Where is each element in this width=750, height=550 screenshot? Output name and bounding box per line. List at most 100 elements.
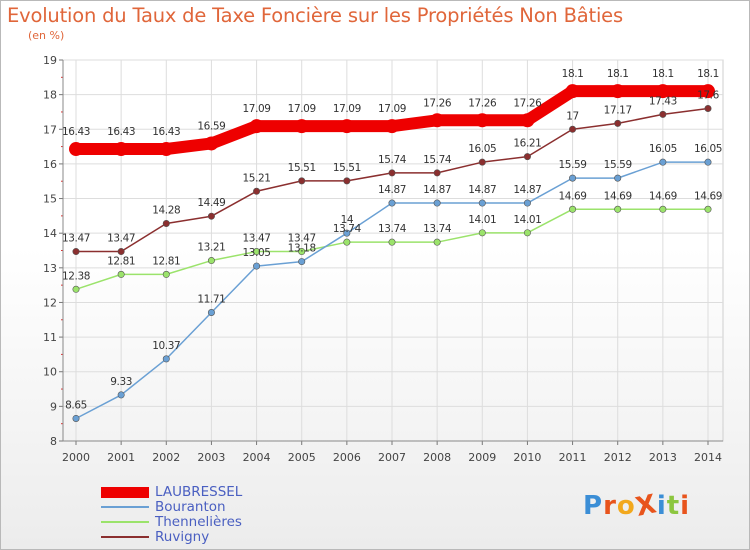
x-tick-label: 2001 <box>107 451 135 464</box>
data-point <box>704 205 712 213</box>
data-label: 14.28 <box>152 204 180 216</box>
data-point <box>117 270 125 278</box>
x-tick-label: 2003 <box>197 451 225 464</box>
data-point <box>614 205 622 213</box>
x-tick-label: 2009 <box>468 451 496 464</box>
data-point <box>339 119 354 134</box>
data-point <box>253 262 261 270</box>
data-point <box>298 248 306 256</box>
proxiti-logo: ProXiti <box>583 489 691 523</box>
data-label: 15.59 <box>604 159 632 171</box>
data-label: 18.1 <box>652 68 674 80</box>
x-tick-label: 2013 <box>649 451 677 464</box>
x-tick-label: 2011 <box>559 451 587 464</box>
data-label: 9.33 <box>110 376 132 388</box>
data-label: 14.87 <box>468 184 496 196</box>
data-point <box>569 205 577 213</box>
data-point <box>294 119 309 134</box>
data-point <box>249 119 264 134</box>
data-label: 13.47 <box>288 233 316 245</box>
x-tick-label: 2012 <box>604 451 632 464</box>
data-label: 16.05 <box>694 143 722 155</box>
data-label: 17.17 <box>604 104 632 116</box>
x-tick-label: 2007 <box>378 451 406 464</box>
logo-letter: i <box>680 491 691 521</box>
data-label: 15.74 <box>378 154 407 166</box>
data-point <box>614 119 622 127</box>
data-point <box>207 308 215 316</box>
data-label: 13.47 <box>62 233 90 245</box>
x-tick-label: 2010 <box>513 451 541 464</box>
data-label: 16.43 <box>62 126 90 138</box>
data-label: 11.71 <box>197 293 225 305</box>
data-label: 17.09 <box>243 103 271 115</box>
data-label: 13.47 <box>107 233 135 245</box>
data-point <box>388 199 396 207</box>
logo-letter: o <box>616 491 636 521</box>
data-label: 14.69 <box>559 190 587 202</box>
y-tick-label: 11 <box>43 331 57 344</box>
logo-letter: P <box>583 491 604 521</box>
y-tick-label: 8 <box>50 435 57 448</box>
logo-letter: r <box>603 491 617 521</box>
data-point <box>655 84 670 99</box>
data-point <box>565 84 580 99</box>
data-point <box>72 248 80 256</box>
data-point <box>520 113 535 128</box>
x-tick-label: 2002 <box>152 451 180 464</box>
y-tick-label: 18 <box>43 89 57 102</box>
data-point <box>117 391 125 399</box>
y-tick-label: 12 <box>43 296 57 309</box>
data-point <box>523 153 531 161</box>
data-point <box>343 229 351 237</box>
data-point <box>343 177 351 185</box>
data-label: 14.49 <box>197 197 225 209</box>
data-label: 16.59 <box>197 120 225 132</box>
data-point <box>523 229 531 237</box>
y-tick-label: 19 <box>43 54 57 67</box>
data-label: 12.81 <box>152 255 180 267</box>
data-label: 17.6 <box>697 89 719 101</box>
data-label: 17 <box>566 110 579 122</box>
data-point <box>704 158 712 166</box>
data-label: 18.1 <box>697 68 719 80</box>
data-label: 18.1 <box>562 68 584 80</box>
data-point <box>704 104 712 112</box>
data-point <box>162 270 170 278</box>
data-label: 16.43 <box>152 126 180 138</box>
data-point <box>523 199 531 207</box>
plot-area <box>62 59 724 442</box>
x-tick-label: 2005 <box>288 451 316 464</box>
data-point <box>659 110 667 118</box>
data-label: 17.09 <box>378 103 406 115</box>
data-label: 15.74 <box>423 154 452 166</box>
data-point <box>610 84 625 99</box>
data-label: 16.05 <box>468 143 496 155</box>
data-label: 15.59 <box>559 159 587 171</box>
data-label: 14.87 <box>513 184 541 196</box>
data-label: 14.87 <box>378 184 406 196</box>
data-label: 12.38 <box>62 270 90 282</box>
data-label: 14 <box>341 214 354 226</box>
data-label: 14.01 <box>468 214 496 226</box>
data-label: 17.09 <box>288 103 316 115</box>
data-label: 14.87 <box>423 184 451 196</box>
data-point <box>385 119 399 134</box>
y-tick-label: 16 <box>43 158 57 171</box>
data-label: 16.43 <box>107 126 135 138</box>
data-point <box>433 199 441 207</box>
data-point <box>388 169 396 177</box>
data-point <box>701 84 715 99</box>
legend-label: Thennelières <box>155 514 242 530</box>
y-tick-label: 13 <box>43 262 57 275</box>
data-point <box>430 113 445 128</box>
data-label: 14.69 <box>694 190 722 202</box>
x-tick-label: 2004 <box>243 451 271 464</box>
data-label: 8.65 <box>65 399 87 411</box>
data-point <box>204 136 219 151</box>
data-point <box>433 238 441 246</box>
data-label: 17.26 <box>513 97 542 109</box>
legend-swatch <box>101 506 149 508</box>
